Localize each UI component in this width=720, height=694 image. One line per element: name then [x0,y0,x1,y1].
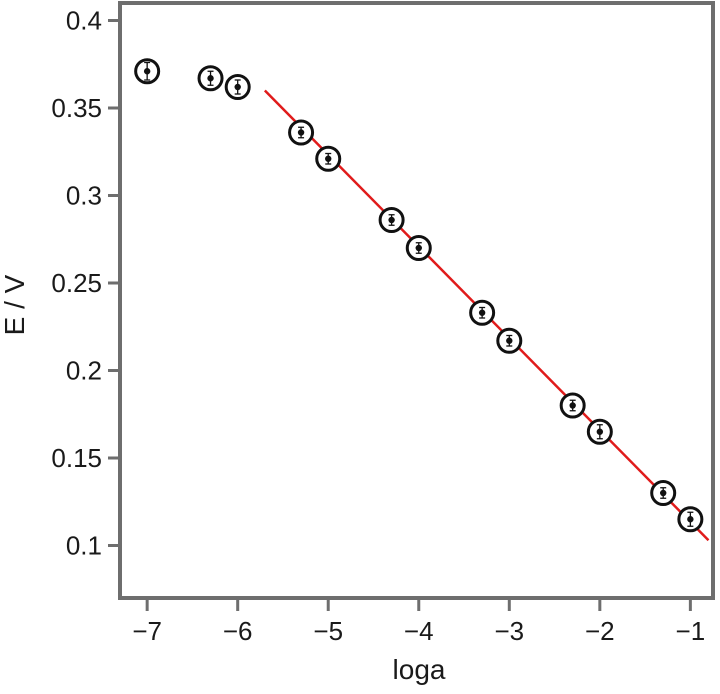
data-point-dot [143,68,151,75]
data-point [559,392,586,419]
y-tick-label: 0.15 [51,443,102,473]
data-point-dot [415,244,422,252]
x-tick-label: −4 [404,616,434,646]
x-axis-ticks: −7 −6 −5 −4 −3 −2 −1 [132,598,705,646]
y-axis-ticks: 0.1 0.15 0.2 0.25 0.3 0.35 0.4 [51,6,120,561]
data-point [469,299,496,326]
x-tick-label: −5 [313,616,343,646]
data-point [224,74,251,100]
data-point [677,506,704,533]
y-tick-label: 0.1 [66,531,102,561]
plot-frame-layer [118,1,715,600]
x-tick-label: −6 [223,616,253,646]
data-point-dot [660,489,667,497]
data-point-dot [325,155,332,162]
data-point-dot [207,75,214,82]
data-points-layer [134,58,704,533]
x-tick-label: −3 [494,616,524,646]
data-point-dot [506,337,513,344]
data-point [288,119,315,146]
y-axis-label: E / V [0,274,30,335]
data-point-dot [388,216,395,224]
data-point [586,418,613,445]
data-point-dot [297,129,305,136]
data-point-dot [596,428,604,435]
x-tick-label: −1 [676,616,706,646]
data-point [315,145,342,172]
x-axis-label: loga [393,654,446,685]
data-point [650,480,677,506]
data-point [197,65,224,92]
y-tick-label: 0.2 [66,356,102,386]
y-tick-label: 0.35 [51,93,102,123]
y-tick-label: 0.3 [66,181,102,211]
data-point [378,207,405,233]
x-tick-label: −2 [585,616,615,646]
x-tick-label: −7 [132,616,162,646]
plot-frame [118,1,715,600]
data-point [496,327,523,354]
data-point [405,235,432,261]
data-point-dot [569,402,576,409]
data-point-dot [234,83,241,91]
y-tick-label: 0.4 [66,6,102,36]
y-tick-label: 0.25 [51,268,102,298]
data-point [134,58,161,85]
data-point-dot [687,516,694,523]
data-point-dot [478,309,486,316]
